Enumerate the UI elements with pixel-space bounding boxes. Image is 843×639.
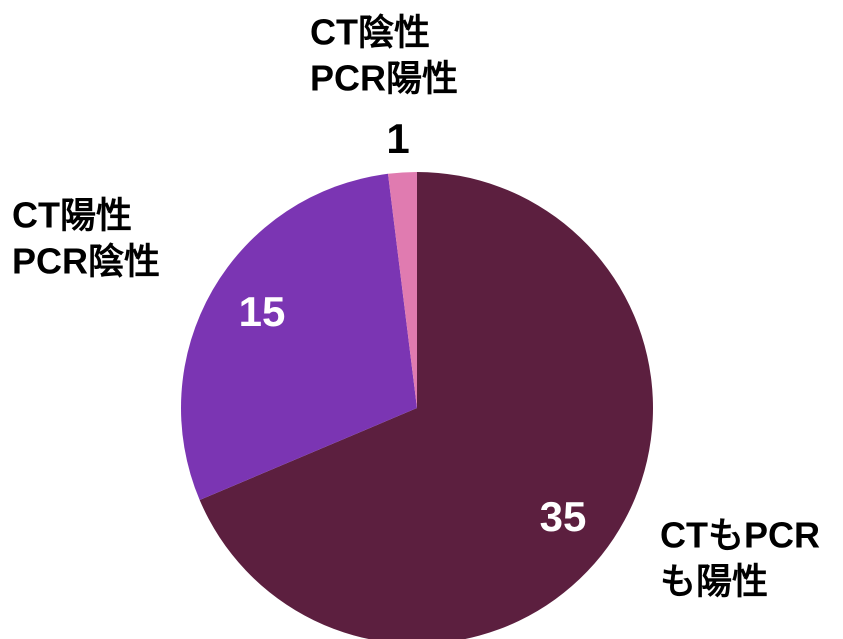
category-label: CTもPCR xyxy=(660,515,820,556)
pie-slice xyxy=(180,173,417,500)
category-label: も陽性 xyxy=(660,561,768,602)
pie-slice xyxy=(387,172,417,408)
category-label: PCR陽性 xyxy=(310,58,458,99)
category-label: PCR陰性 xyxy=(12,241,160,282)
value-label: 35 xyxy=(540,493,587,540)
value-label: 15 xyxy=(239,288,286,335)
category-label: CT陰性 xyxy=(310,12,430,53)
category-label: CT陽性 xyxy=(12,195,132,236)
pie-slice xyxy=(199,172,653,639)
value-label: 1 xyxy=(386,115,409,162)
